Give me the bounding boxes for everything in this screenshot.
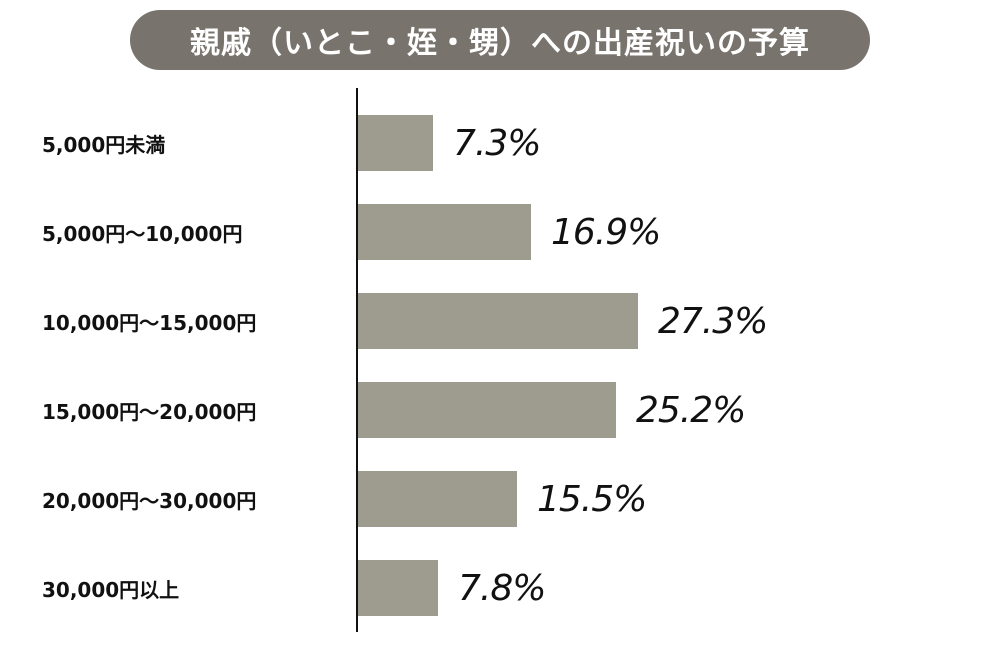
value-label: 16.9% [551,211,661,253]
value-label: 7.8% [458,567,546,609]
bar-row: 20,000円〜30,000円 15.5% [0,471,1000,527]
bar [358,382,616,438]
bar [358,471,517,527]
bar [358,560,438,616]
chart-title-text: 親戚（いとこ・姪・甥）への出産祝いの予算 [190,26,810,61]
category-label: 5,000円未満 [42,132,166,157]
bar-row: 15,000円〜20,000円 25.2% [0,382,1000,438]
value-label: 15.5% [537,478,647,520]
category-axis-line [356,88,358,632]
category-label: 10,000円〜15,000円 [42,310,257,335]
bar-row: 5,000円未満 7.3% [0,115,1000,171]
category-label: 15,000円〜20,000円 [42,399,257,424]
value-label: 25.2% [636,389,746,431]
value-label: 7.3% [453,122,541,164]
value-label: 27.3% [658,300,768,342]
bar-row: 10,000円〜15,000円 27.3% [0,293,1000,349]
bar [358,293,638,349]
chart-title: 親戚（いとこ・姪・甥）への出産祝いの予算 [130,10,870,70]
category-label: 5,000円〜10,000円 [42,221,243,246]
category-label: 30,000円以上 [42,577,180,602]
bar [358,115,433,171]
category-label: 20,000円〜30,000円 [42,488,257,513]
bar-row: 30,000円以上 7.8% [0,560,1000,616]
bar-row: 5,000円〜10,000円 16.9% [0,204,1000,260]
bar [358,204,531,260]
